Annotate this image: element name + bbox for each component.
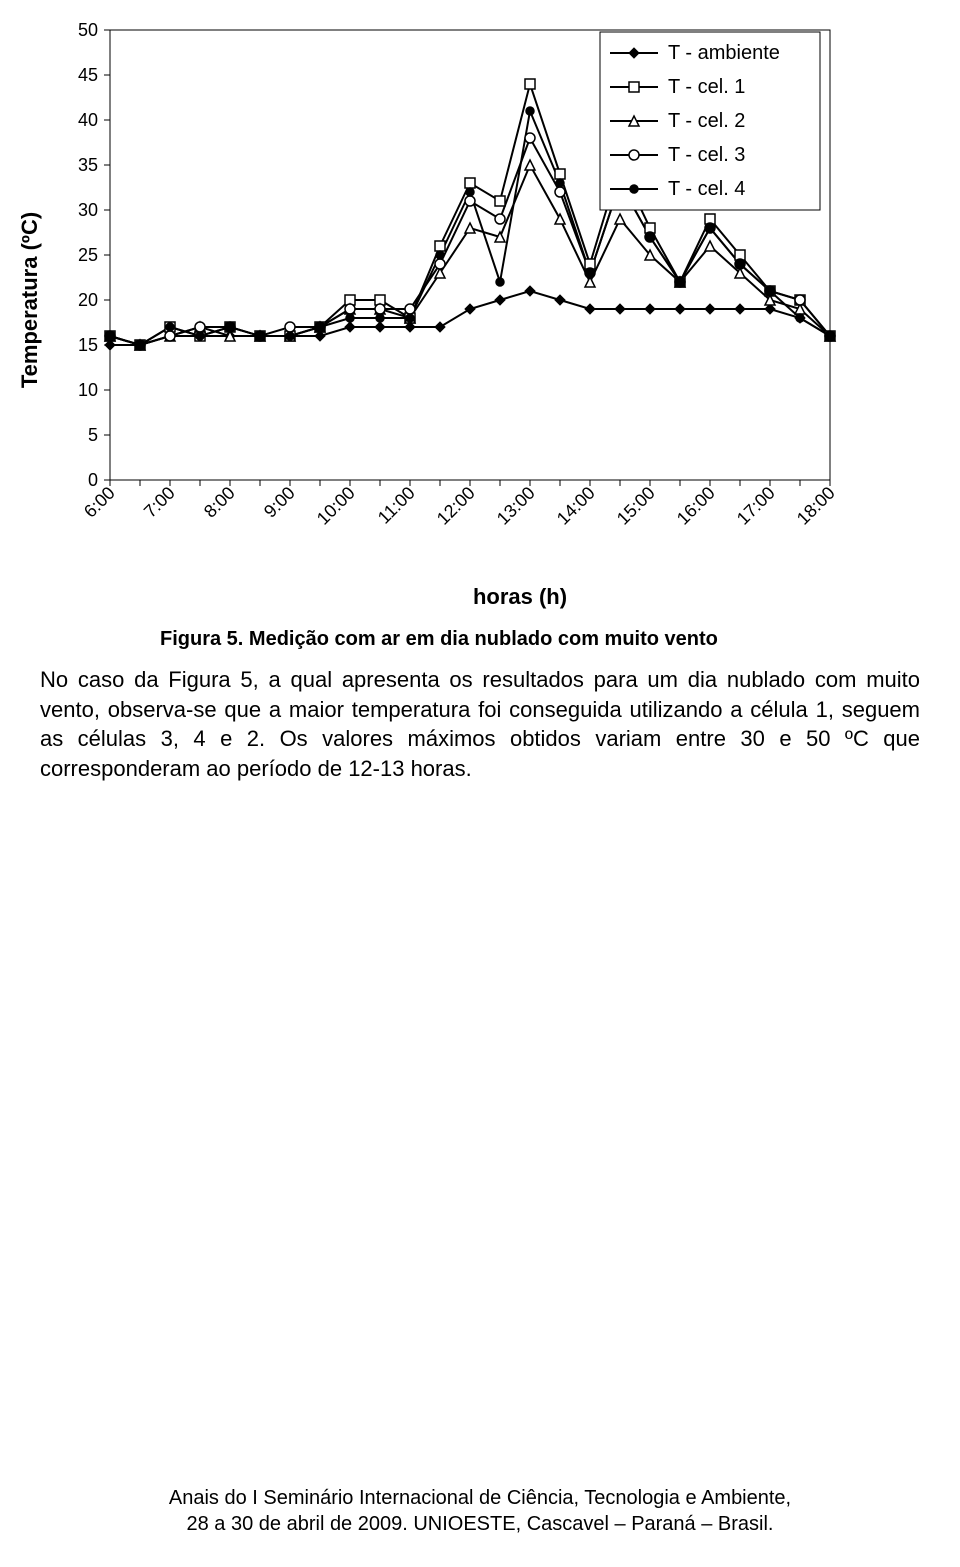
svg-text:18:00: 18:00 <box>793 483 839 529</box>
svg-text:45: 45 <box>78 65 98 85</box>
svg-text:10: 10 <box>78 380 98 400</box>
svg-text:T - ambiente: T - ambiente <box>668 42 780 64</box>
paragraph-text: No caso da Figura 5, a qual apresenta os… <box>40 665 920 784</box>
svg-text:5: 5 <box>88 425 98 445</box>
svg-text:12:00: 12:00 <box>433 483 479 529</box>
svg-text:30: 30 <box>78 200 98 220</box>
svg-text:14:00: 14:00 <box>553 483 599 529</box>
svg-text:35: 35 <box>78 155 98 175</box>
svg-text:T - cel. 3: T - cel. 3 <box>668 144 745 166</box>
line-chart: 0 5 10 15 20 25 30 35 40 45 50 6:00 7:00 8:00 9:00 10:0… <box>40 20 840 540</box>
chart-container: Temperatura (ºC) 051015202530354045506:0… <box>40 20 920 580</box>
svg-text:16:00: 16:00 <box>673 483 719 529</box>
svg-text:8:00: 8:00 <box>200 483 239 522</box>
footer-line-1: Anais do I Seminário Internacional de Ci… <box>0 1485 960 1511</box>
svg-text:15:00: 15:00 <box>613 483 659 529</box>
svg-text:15: 15 <box>78 335 98 355</box>
svg-text:7:00: 7:00 <box>140 483 179 522</box>
figure-caption: Figura 5. Medição com ar em dia nublado … <box>160 628 920 651</box>
svg-text:T - cel. 2: T - cel. 2 <box>668 110 745 132</box>
page-footer: Anais do I Seminário Internacional de Ci… <box>0 1485 960 1537</box>
svg-text:T - cel. 4: T - cel. 4 <box>668 178 745 200</box>
svg-text:10:00: 10:00 <box>313 483 359 529</box>
footer-line-2: 28 a 30 de abril de 2009. UNIOESTE, Casc… <box>0 1511 960 1537</box>
x-axis-label: horas (h) <box>120 584 920 610</box>
svg-text:13:00: 13:00 <box>493 483 539 529</box>
svg-text:0: 0 <box>88 470 98 490</box>
svg-text:11:00: 11:00 <box>374 483 419 528</box>
svg-text:T - cel. 1: T - cel. 1 <box>668 76 745 98</box>
y-axis-label: Temperatura (ºC) <box>17 212 43 388</box>
svg-text:50: 50 <box>78 20 98 40</box>
svg-text:40: 40 <box>78 110 98 130</box>
svg-text:9:00: 9:00 <box>260 483 299 522</box>
svg-text:25: 25 <box>78 245 98 265</box>
svg-text:17:00: 17:00 <box>733 483 779 529</box>
svg-text:6:00: 6:00 <box>80 483 119 522</box>
svg-text:20: 20 <box>78 290 98 310</box>
